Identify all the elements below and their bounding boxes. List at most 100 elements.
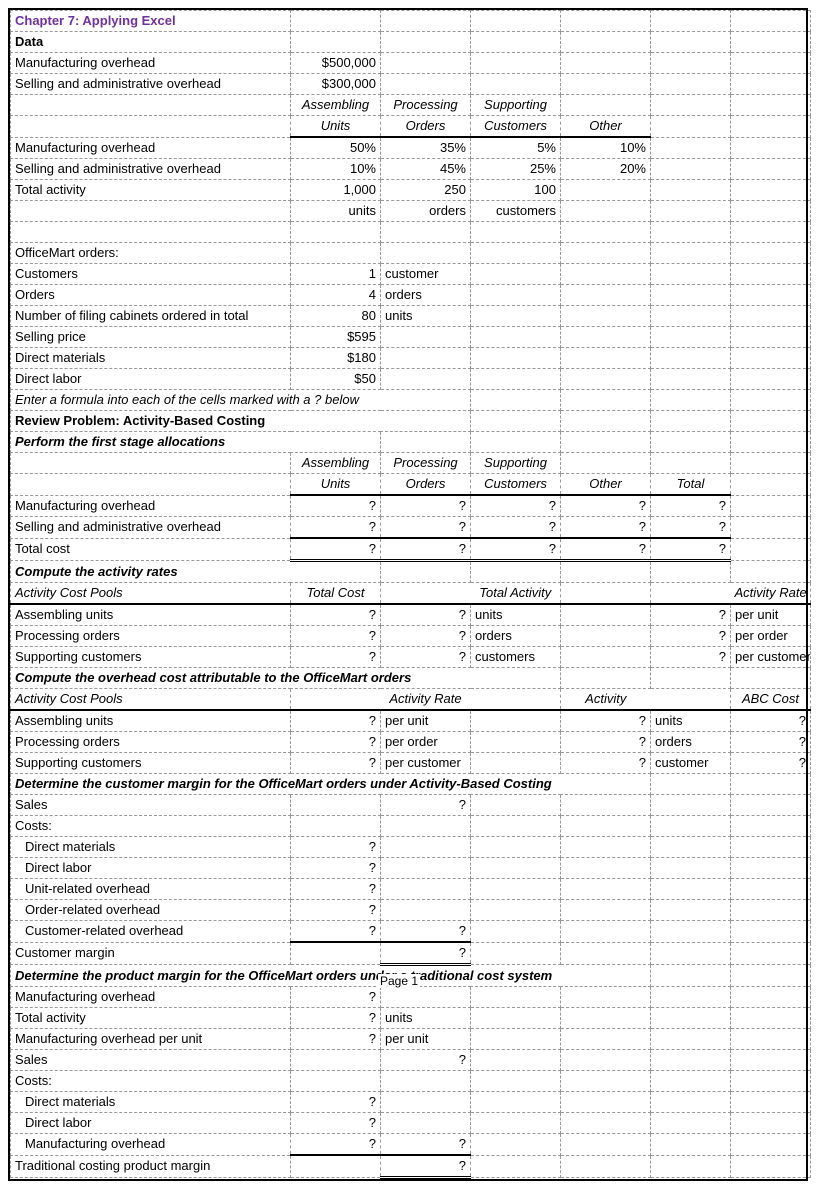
placeholder: ? (291, 1029, 381, 1050)
col-head (381, 583, 471, 605)
placeholder: ? (291, 1134, 381, 1156)
unit: units (381, 306, 471, 327)
label: Selling and administrative overhead (11, 517, 291, 539)
placeholder: ? (291, 879, 381, 900)
value: $500,000 (291, 53, 381, 74)
label: Direct labor (11, 1113, 291, 1134)
label: Sales (11, 1050, 291, 1071)
value: 1,000 (291, 180, 381, 201)
placeholder: ? (381, 538, 471, 561)
section-data: Data (11, 32, 291, 53)
placeholder: ? (381, 1134, 471, 1156)
placeholder: ? (561, 710, 651, 732)
col-head (291, 689, 381, 711)
label: Assembling units (11, 710, 291, 732)
placeholder: ? (381, 517, 471, 539)
label: Customers (11, 264, 291, 285)
section-heading: Compute the overhead cost attributable t… (11, 668, 561, 689)
placeholder: ? (381, 626, 471, 647)
placeholder: ? (561, 495, 651, 517)
placeholder: ? (471, 517, 561, 539)
placeholder: ? (651, 517, 731, 539)
value: 50% (291, 137, 381, 159)
placeholder: ? (731, 732, 811, 753)
placeholder: ? (381, 495, 471, 517)
label: Manufacturing overhead (11, 53, 291, 74)
value: $50 (291, 369, 381, 390)
col-head: Other (561, 116, 651, 138)
value: 45% (381, 159, 471, 180)
unit: units (651, 710, 731, 732)
label: Assembling units (11, 604, 291, 626)
label: Processing orders (11, 732, 291, 753)
col-head: Customers (471, 474, 561, 496)
value: $180 (291, 348, 381, 369)
label: Costs: (11, 1071, 291, 1092)
value: 5% (471, 137, 561, 159)
col-head: Supporting (471, 95, 561, 116)
value: 10% (561, 137, 651, 159)
value: $300,000 (291, 74, 381, 95)
spreadsheet-frame: Chapter 7: Applying Excel Data Manufactu… (8, 8, 808, 1181)
placeholder: ? (291, 538, 381, 561)
label: Number of filing cabinets ordered in tot… (11, 306, 291, 327)
col-head: Assembling (291, 95, 381, 116)
value: 80 (291, 306, 381, 327)
placeholder: ? (381, 1050, 471, 1071)
unit: orders (381, 201, 471, 222)
section-heading: Determine the customer margin for the Of… (11, 774, 651, 795)
unit: per order (381, 732, 471, 753)
unit: orders (381, 285, 471, 306)
placeholder: ? (291, 858, 381, 879)
label: Sales (11, 795, 291, 816)
label: Unit-related overhead (11, 879, 291, 900)
placeholder: ? (381, 795, 471, 816)
label: Supporting customers (11, 647, 291, 668)
unit: per unit (731, 604, 811, 626)
label: OfficeMart orders: (11, 243, 291, 264)
value: 35% (381, 137, 471, 159)
label: Selling and administrative overhead (11, 74, 291, 95)
placeholder: ? (291, 987, 381, 1008)
placeholder: ? (291, 1113, 381, 1134)
label: Selling price (11, 327, 291, 348)
placeholder: ? (561, 538, 651, 561)
label: Manufacturing overhead (11, 1134, 291, 1156)
unit: orders (651, 732, 731, 753)
col-head: Orders (381, 474, 471, 496)
col-head: Activity Cost Pools (11, 583, 291, 605)
col-head: Units (291, 116, 381, 138)
placeholder: ? (381, 1155, 471, 1178)
placeholder: ? (381, 604, 471, 626)
label: Manufacturing overhead per unit (11, 1029, 291, 1050)
label: Processing orders (11, 626, 291, 647)
placeholder: ? (381, 647, 471, 668)
col-head (651, 583, 731, 605)
col-head: Total (651, 474, 731, 496)
placeholder: ? (471, 495, 561, 517)
placeholder: ? (291, 753, 381, 774)
placeholder: ? (291, 837, 381, 858)
unit: orders (471, 626, 561, 647)
placeholder: ? (561, 732, 651, 753)
placeholder: ? (651, 538, 731, 561)
unit: customer (651, 753, 731, 774)
col-head: Activity (561, 689, 651, 711)
unit: per unit (381, 1029, 471, 1050)
placeholder: ? (381, 942, 471, 965)
col-head: Units (291, 474, 381, 496)
label: Costs: (11, 816, 291, 837)
value: 20% (561, 159, 651, 180)
unit: units (291, 201, 381, 222)
unit: customer (381, 264, 471, 285)
label: Manufacturing overhead (11, 987, 291, 1008)
col-head: Processing (381, 95, 471, 116)
label: Direct materials (11, 837, 291, 858)
col-head: Total Cost (291, 583, 381, 605)
value: 25% (471, 159, 561, 180)
unit: units (381, 1008, 471, 1029)
placeholder: ? (291, 732, 381, 753)
col-head: Activity Rate (731, 583, 811, 605)
placeholder: ? (561, 517, 651, 539)
col-head: Activity Rate (381, 689, 471, 711)
